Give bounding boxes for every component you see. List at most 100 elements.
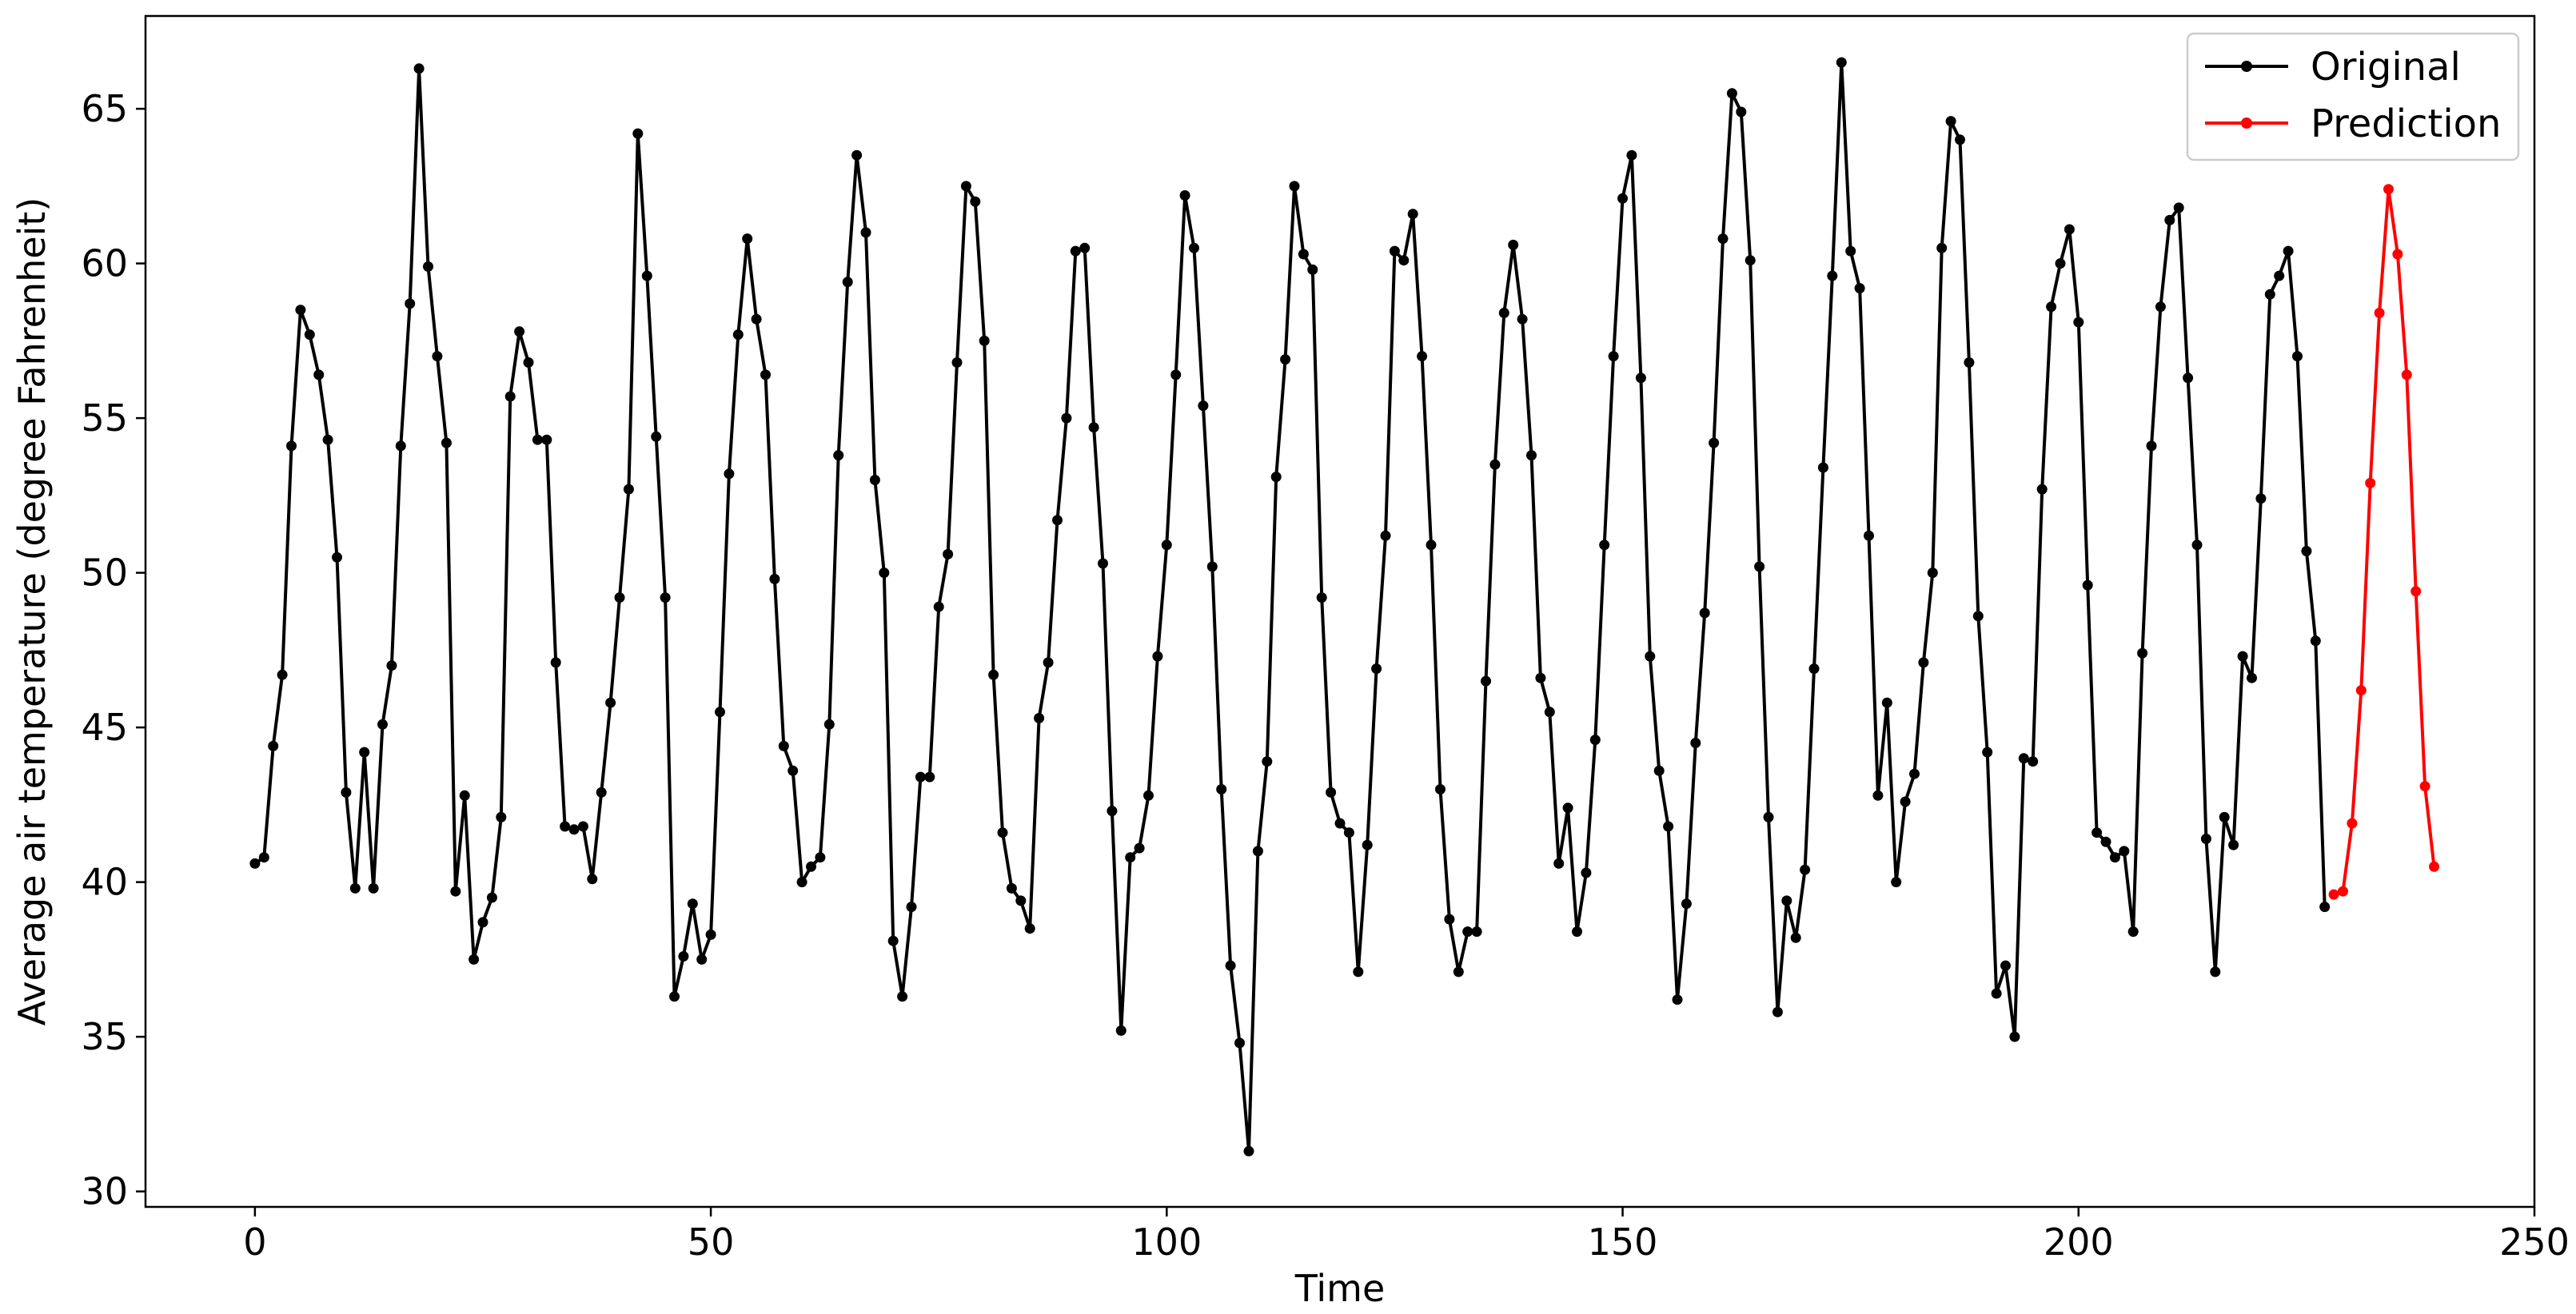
y-tick-label: 45	[81, 706, 128, 749]
data-point-original	[614, 592, 625, 603]
data-point-original	[486, 892, 497, 903]
data-point-original	[924, 771, 935, 782]
data-point-original	[1489, 459, 1501, 470]
data-point-original	[1763, 811, 1774, 822]
data-point-original	[2200, 834, 2211, 844]
data-point-original	[951, 357, 963, 368]
data-point-original	[1626, 149, 1637, 161]
y-tick-label: 30	[81, 1170, 128, 1213]
data-point-original	[1435, 784, 1446, 794]
data-point-original	[1043, 657, 1054, 668]
data-point-original	[577, 821, 588, 832]
data-point-original	[1061, 412, 1072, 424]
data-point-original	[587, 874, 598, 885]
data-point-original	[851, 149, 863, 161]
data-point-original	[815, 852, 826, 863]
data-point-prediction	[2429, 861, 2439, 872]
data-point-original	[2109, 852, 2120, 863]
data-point-original	[769, 573, 780, 584]
data-point-original	[1709, 437, 1720, 448]
data-point-original	[2100, 836, 2111, 847]
plot-area	[144, 14, 2536, 1208]
data-point-original	[641, 270, 652, 281]
data-point-original	[1617, 193, 1628, 204]
data-point-original	[1790, 932, 1801, 943]
data-point-original	[2301, 546, 2312, 556]
data-point-original	[441, 437, 452, 448]
data-point-original	[560, 821, 571, 832]
data-point-original	[1216, 784, 1227, 794]
data-point-original	[687, 898, 698, 910]
data-point-original	[1115, 1025, 1127, 1036]
data-point-original	[1462, 926, 1473, 938]
data-point-original	[359, 747, 370, 758]
data-point-original	[806, 861, 816, 872]
data-point-original	[1125, 852, 1136, 863]
data-point-original	[2183, 372, 2194, 384]
data-point-original	[1389, 245, 1400, 257]
data-point-original	[1955, 134, 1965, 145]
data-point-original	[1380, 530, 1391, 541]
data-point-original	[2237, 651, 2248, 662]
data-point-original	[2247, 672, 2257, 683]
data-point-original	[778, 740, 789, 751]
data-point-original	[1918, 657, 1929, 668]
data-point-original	[1544, 707, 1555, 718]
data-point-original	[979, 335, 990, 346]
data-point-original	[906, 902, 917, 913]
data-point-original	[796, 877, 807, 888]
data-point-original	[2009, 1031, 2020, 1042]
data-point-original	[469, 954, 480, 965]
y-tick-label: 50	[81, 551, 128, 595]
y-axis: 30 35 40 45 50 55 60 65	[81, 87, 146, 1213]
y-tick-label: 60	[81, 242, 128, 285]
data-point-original	[1836, 57, 1847, 68]
data-point-prediction	[2401, 369, 2412, 380]
data-point-original	[715, 707, 725, 718]
data-point-original	[2274, 270, 2285, 281]
data-point-original	[1508, 239, 1519, 250]
y-tick-label: 65	[81, 87, 128, 130]
data-point-original	[1262, 756, 1273, 767]
data-point-original	[960, 181, 971, 192]
data-point-original	[2219, 811, 2230, 822]
data-point-original	[696, 954, 708, 965]
data-point-original	[623, 484, 634, 495]
data-point-original	[1726, 88, 1737, 99]
data-point-prediction	[2383, 184, 2394, 195]
data-point-original	[1572, 926, 1582, 938]
data-point-original	[1964, 357, 1975, 368]
data-point-original	[1471, 926, 1482, 938]
data-point-original	[377, 719, 388, 730]
data-point-original	[943, 548, 954, 559]
data-point-original	[1498, 308, 1509, 318]
data-point-original	[887, 935, 899, 946]
data-point-original	[751, 313, 762, 325]
data-point-original	[1289, 181, 1300, 192]
data-point-original	[386, 660, 397, 671]
data-point-prediction	[2392, 249, 2403, 260]
data-point-original	[313, 369, 325, 380]
data-point-original	[1206, 561, 1218, 572]
data-point-original	[2119, 846, 2130, 857]
data-point-prediction	[2347, 818, 2358, 829]
data-point-original	[1015, 895, 1027, 906]
data-point-original	[2092, 827, 2103, 838]
data-point-original	[2210, 966, 2221, 978]
data-point-original	[477, 917, 488, 928]
data-point-prediction	[2338, 886, 2348, 897]
data-point-original	[286, 440, 297, 452]
data-point-original	[2319, 902, 2331, 913]
data-point-original	[1371, 663, 1382, 675]
data-point-original	[1754, 561, 1765, 572]
data-point-original	[1052, 515, 1063, 526]
data-point-original	[1343, 827, 1354, 838]
data-point-original	[1599, 540, 1610, 551]
data-point-original	[705, 929, 716, 940]
data-point-original	[1717, 233, 1729, 245]
data-point-original	[2228, 839, 2239, 850]
data-point-original	[332, 551, 342, 563]
data-point-original	[459, 790, 470, 801]
data-point-original	[1006, 882, 1017, 894]
